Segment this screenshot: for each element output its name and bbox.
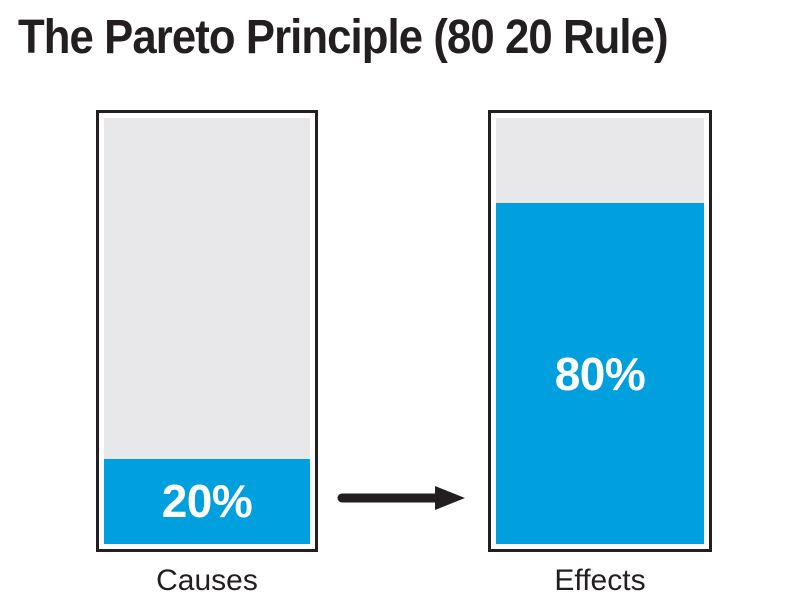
bar-frame-causes: 20% xyxy=(96,110,318,552)
bar-fill-effects: 80% xyxy=(496,203,704,544)
category-label-causes: Causes xyxy=(156,564,258,597)
bar-frame-effects: 80% xyxy=(488,110,712,552)
bar-fill-causes: 20% xyxy=(104,458,310,544)
page-title: The Pareto Principle (80 20 Rule) xyxy=(18,11,669,64)
category-label-effects: Effects xyxy=(554,564,646,597)
bar-track-causes: 20% xyxy=(104,118,310,544)
bar-track-effects: 80% xyxy=(496,118,704,544)
value-label-effects: 80% xyxy=(554,347,646,400)
value-label-causes: 20% xyxy=(161,475,253,528)
right-arrow-icon xyxy=(337,486,465,510)
